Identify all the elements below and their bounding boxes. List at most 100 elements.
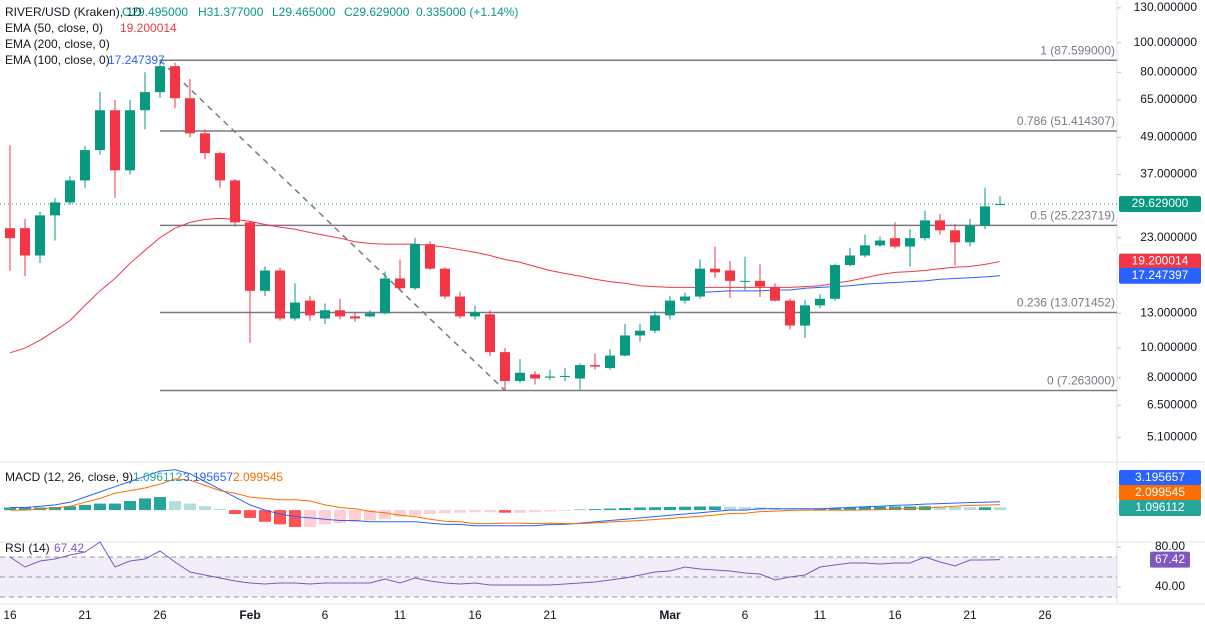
macd-tag xyxy=(1119,500,1201,516)
candle-body xyxy=(890,238,900,247)
candle-body xyxy=(950,230,960,243)
candle-body xyxy=(995,204,1005,206)
candle-body xyxy=(110,110,120,171)
candle-body xyxy=(710,268,720,273)
candle-body xyxy=(5,228,15,239)
y-tick-label: 80.00 xyxy=(1155,539,1185,553)
candle-body xyxy=(875,240,885,246)
histogram-bar xyxy=(184,503,196,511)
candle-body xyxy=(920,220,930,239)
candle-body xyxy=(665,300,675,316)
candle-body xyxy=(605,355,615,369)
histogram-bar xyxy=(559,510,571,511)
indicator-title: RSI (14) xyxy=(5,541,50,555)
rsi-line xyxy=(9,541,1001,586)
histogram-bar xyxy=(49,506,61,511)
ema-tag xyxy=(1119,253,1201,270)
x-tick-label: Mar xyxy=(659,608,681,622)
quote-value: C29.629000 xyxy=(344,5,410,19)
x-tick-label: 26 xyxy=(153,608,167,622)
candle-body xyxy=(830,265,840,299)
candle-body xyxy=(695,268,705,297)
histogram-bar xyxy=(604,508,616,511)
histogram-bar xyxy=(334,510,346,524)
fib-label: 1 (87.599000) xyxy=(1040,43,1115,57)
candle-body xyxy=(980,206,990,226)
histogram-bar xyxy=(784,508,796,511)
histogram-bar xyxy=(889,506,901,511)
candle-body xyxy=(155,66,165,93)
y-tick-label: 23.000000 xyxy=(1140,230,1197,244)
histogram-bar xyxy=(409,510,421,516)
candle-body xyxy=(50,202,60,216)
candle-body xyxy=(935,220,945,231)
rsi-tag xyxy=(1150,551,1190,568)
y-tick-label: 5.100000 xyxy=(1147,430,1197,444)
histogram-bar xyxy=(109,503,121,511)
histogram-bar xyxy=(949,506,961,511)
candle-body xyxy=(275,270,285,319)
histogram-bar xyxy=(4,507,16,511)
candle-body xyxy=(290,302,300,319)
histogram-bar xyxy=(469,510,481,513)
candle-body xyxy=(650,315,660,331)
candle-body xyxy=(500,352,510,382)
quote-value: O29.495000 xyxy=(122,5,188,19)
histogram-bar xyxy=(709,506,721,511)
candle-body xyxy=(680,296,690,301)
x-tick-label: Feb xyxy=(239,608,260,622)
candle-body xyxy=(770,287,780,301)
legend-value: 19.200014 xyxy=(120,21,177,35)
y-tick-label: 65.000000 xyxy=(1140,92,1197,106)
histogram-bar xyxy=(379,510,391,520)
legend-name: EMA (50, close, 0) xyxy=(5,21,103,35)
histogram-bar xyxy=(424,510,436,514)
legend-value: 17.247397 xyxy=(108,53,165,67)
candle-body xyxy=(755,280,765,287)
fib-label: 0.5 (25.223719) xyxy=(1030,209,1115,223)
histogram-bar xyxy=(634,507,646,511)
legend-name: EMA (200, close, 0) xyxy=(5,37,110,51)
x-tick-label: 16 xyxy=(888,608,902,622)
quote-value: H31.377000 xyxy=(198,5,264,19)
ema-line xyxy=(699,275,1001,294)
histogram-bar xyxy=(364,510,376,521)
candle-body xyxy=(725,270,735,281)
ema-tag-label: 19.200014 xyxy=(1132,254,1189,268)
legend-value: 3.195657 xyxy=(183,470,233,484)
indicator-title: MACD (12, 26, close, 9) xyxy=(5,470,133,484)
histogram-bar xyxy=(799,508,811,511)
x-tick-label: 11 xyxy=(394,608,407,622)
candle-body xyxy=(215,153,225,181)
histogram-bar xyxy=(679,506,691,511)
x-tick-label: 21 xyxy=(78,608,92,622)
histogram-bar xyxy=(724,506,736,511)
x-tick-label: 16 xyxy=(468,608,482,622)
macd-tag-label: 2.099545 xyxy=(1135,485,1185,499)
candle-body xyxy=(785,300,795,326)
macd-tag xyxy=(1119,470,1201,486)
histogram-bar xyxy=(19,507,31,511)
legend-value: 1.096112 xyxy=(133,470,182,484)
y-tick-label: 6.500000 xyxy=(1147,397,1197,411)
histogram-bar xyxy=(529,510,541,513)
fib-label: 0.786 (51.414307) xyxy=(1017,114,1115,128)
histogram-bar xyxy=(94,503,106,511)
trend-line xyxy=(159,59,506,392)
candle-body xyxy=(485,314,495,353)
candle-body xyxy=(335,310,345,317)
y-tick-label: 8.000000 xyxy=(1147,370,1197,384)
x-tick-label: 21 xyxy=(543,608,557,622)
histogram-bar xyxy=(649,507,661,511)
macd-tag-label: 1.096112 xyxy=(1135,500,1184,514)
histogram-bar xyxy=(154,497,166,511)
histogram-bar xyxy=(349,510,361,522)
quote-value: 0.335000 (+1.14%) xyxy=(416,5,518,19)
histogram-bar xyxy=(304,510,316,527)
candle-body xyxy=(140,92,150,111)
candle-body xyxy=(560,376,570,378)
histogram-bar xyxy=(484,510,496,513)
legend-name: EMA (100, close, 0) xyxy=(5,53,110,67)
histogram-bar xyxy=(979,507,991,511)
histogram-bar xyxy=(589,509,601,511)
